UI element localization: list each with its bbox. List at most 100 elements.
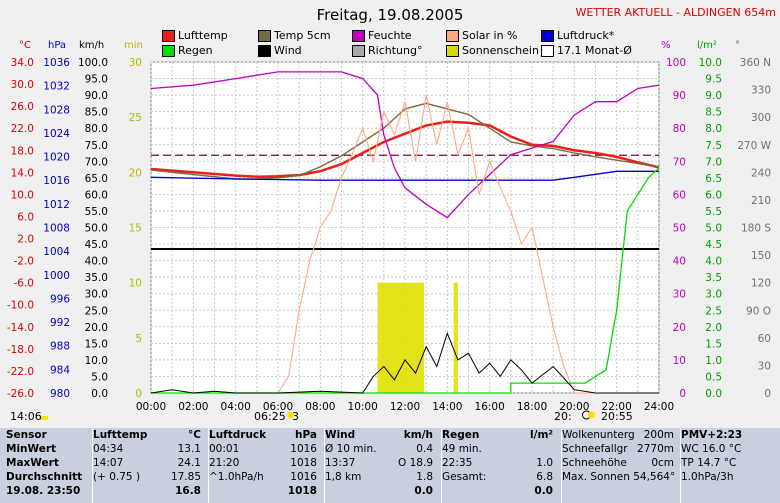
axis-tick-label-rain: 5.5 xyxy=(705,206,722,218)
chart-canvas: 34.030.026.022.018.014.010.06.02.0-2.0-6… xyxy=(7,57,772,420)
stats-cell: 24.1 xyxy=(177,457,201,469)
axis-tick-label-kmh: 70.0 xyxy=(85,156,108,168)
noon-time: 20: xyxy=(554,410,572,423)
axis-tick-label-kmh: 95.0 xyxy=(85,74,108,86)
axis-tick-label-rain: 7.5 xyxy=(705,140,722,152)
axis-tick-label-kmh: 20.0 xyxy=(85,322,108,334)
axis-tick-label-rain: 9.5 xyxy=(705,74,722,86)
axis-tick-label-rain: 3.5 xyxy=(705,272,722,284)
axis-tick-label-degree: 300 xyxy=(751,112,771,124)
stats-cell: 0.0 xyxy=(414,485,433,497)
axis-tick-label-kmh: 80.0 xyxy=(85,123,108,135)
stats-cell: (+ 0.75 ) xyxy=(93,471,141,483)
stats-unit-press: hPa xyxy=(295,429,317,441)
axis-tick-label-celsius: -14.0 xyxy=(7,322,34,334)
axis-tick-label-rain: 8.0 xyxy=(705,123,722,135)
stats-unit-rain: l/m² xyxy=(530,429,553,441)
axis-tick-label-hpa: 996 xyxy=(50,293,70,305)
axis-tick-label-celsius: 30.0 xyxy=(11,79,34,91)
axis-tick-label-kmh: 75.0 xyxy=(85,140,108,152)
axis-tick-label-celsius: -26.0 xyxy=(7,388,34,400)
axis-tick-label-rain: 0.0 xyxy=(705,388,722,400)
legend-richtung: Richtung° xyxy=(352,44,422,57)
axis-tick-label-celsius: 26.0 xyxy=(11,101,34,113)
axis-tick-label-percent: 90 xyxy=(673,90,686,102)
stats-cell: 0.4 xyxy=(416,443,433,455)
x-tick-label: 10:00 xyxy=(348,401,378,413)
legend-monat-avg: 17.1 Monat-Ø xyxy=(541,44,632,57)
x-tick-label: 20:00 xyxy=(559,401,589,413)
stats-col-wind: Wind km/h Ø 10 min. 0.4 13:37 O 18.9 1,8 km… xyxy=(324,428,437,503)
stats-header-temp: Lufttemp xyxy=(93,429,148,441)
legend-sonnenschein: Sonnenschein xyxy=(446,44,539,57)
stats-cell: Schneefallgr xyxy=(562,443,628,455)
axis-tick-label-rain: 4.5 xyxy=(705,239,722,251)
stats-cell: 21:20 xyxy=(209,457,240,469)
axis-tick-label-degree: 60 xyxy=(758,333,771,345)
sunrise-extra: 3 xyxy=(292,410,299,423)
stats-cell: WC 16.0 °C xyxy=(681,443,742,455)
axis-tick-label-rain: 4.0 xyxy=(705,256,722,268)
stats-cell: O 18.9 xyxy=(398,457,433,469)
stats-header-wind: Wind xyxy=(325,429,356,441)
axis-tick-label-celsius: -2.0 xyxy=(14,256,35,268)
axis-tick-label-degree: 90 O xyxy=(746,305,771,317)
x-tick-label: 00:00 xyxy=(136,401,166,413)
axis-tick-label-rain: 10.0 xyxy=(699,57,722,69)
stats-cell: Wolkenunterg xyxy=(562,429,635,441)
axis-tick-label-hpa: 1028 xyxy=(43,104,70,116)
unit-min: min xyxy=(124,40,143,51)
axis-tick-label-hpa: 1000 xyxy=(43,270,70,282)
axis-tick-label-kmh: 15.0 xyxy=(85,338,108,350)
x-tick-label: 14:00 xyxy=(432,401,462,413)
stats-header-pmv: PMV+2:23 xyxy=(681,429,743,441)
legend-feuchte: Feuchte xyxy=(352,29,412,42)
stats-col-press: Luftdruck hPa 00:01 1016 21:20 1018 ^1.0hPa… xyxy=(208,428,321,503)
stats-cell: 2770m xyxy=(637,443,674,455)
series-line-lufttemp xyxy=(150,120,660,178)
stats-cell: ^1.0hPa/h xyxy=(209,471,264,483)
axis-tick-label-rain: 1.0 xyxy=(705,355,722,367)
unit-celsius: °C xyxy=(19,40,31,51)
axis-tick-label-kmh: 85.0 xyxy=(85,107,108,119)
stats-row-label: 19.08. 23:50 xyxy=(6,485,81,497)
series-line-temp-5cm xyxy=(150,102,660,180)
stats-header-rain: Regen xyxy=(442,429,480,441)
stats-cell: 0cm xyxy=(651,457,674,469)
axis-tick-label-celsius: 6.0 xyxy=(17,211,34,223)
axis-tick-label-hpa: 1004 xyxy=(43,246,70,258)
axis-tick-label-percent: 30 xyxy=(673,289,686,301)
stats-cell: 1.8 xyxy=(416,471,433,483)
stats-cell: 13:37 xyxy=(325,457,356,469)
stats-cell: 00:01 xyxy=(209,443,240,455)
axis-tick-label-rain: 0.5 xyxy=(705,371,722,383)
unit-hpa: hPa xyxy=(48,40,67,51)
stats-cell: Max. Sonnen 54,564° xyxy=(562,471,676,483)
stats-cell: Ø 10 min. xyxy=(325,443,377,455)
weather-chart: Freitag, 19.08.2005 WETTER AKTUELL - ALD… xyxy=(7,6,776,423)
now-marker-icon xyxy=(40,416,48,420)
axis-tick-label-hpa: 980 xyxy=(50,388,70,400)
sunset-time: 20:55 xyxy=(601,410,633,423)
axis-tick-label-percent: 100 xyxy=(666,57,686,69)
axis-tick-label-min: 30 xyxy=(129,57,142,69)
axis-tick-label-celsius: 18.0 xyxy=(11,145,34,157)
axis-tick-label-kmh: 55.0 xyxy=(85,206,108,218)
stats-cell: 14:07 xyxy=(93,457,124,469)
axis-tick-label-kmh: 35.0 xyxy=(85,272,108,284)
sunrise-icon xyxy=(286,411,294,419)
stats-cell: 22:35 xyxy=(442,457,473,469)
axis-tick-label-rain: 2.5 xyxy=(705,305,722,317)
stats-cell: 04:34 xyxy=(93,443,124,455)
x-tick-label: 04:00 xyxy=(221,401,251,413)
stats-cell: 200m xyxy=(643,429,674,441)
x-tick-label: 06:00 xyxy=(263,401,293,413)
stats-cell: 1.0hPa/3h xyxy=(681,471,734,483)
x-tick-label: 08:00 xyxy=(305,401,335,413)
axis-tick-label-hpa: 1020 xyxy=(43,152,70,164)
axis-tick-label-celsius: -22.0 xyxy=(7,366,34,378)
axis-tick-label-degree: 240 xyxy=(751,167,771,179)
axis-tick-label-hpa: 988 xyxy=(50,341,70,353)
unit-percent: % xyxy=(661,40,671,51)
axis-tick-label-kmh: 100.0 xyxy=(78,57,108,69)
